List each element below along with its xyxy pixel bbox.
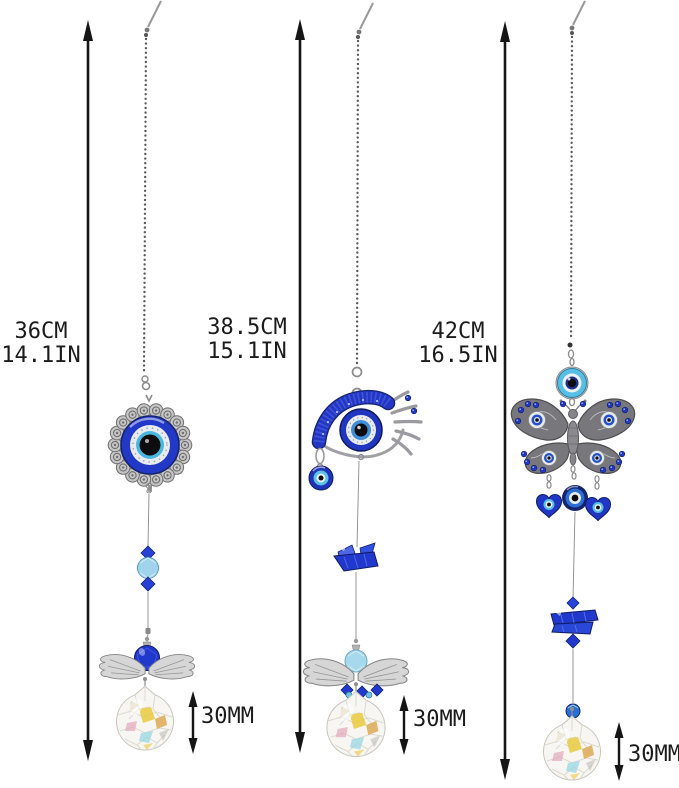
evil-eye-round-drop xyxy=(562,485,588,511)
round-evil-eye-pendant xyxy=(107,394,193,492)
suncatcher-middle xyxy=(302,2,423,758)
hanging-hook-icon xyxy=(144,0,162,37)
blue-crystal-cluster xyxy=(550,596,599,649)
crystal-bead-set-left xyxy=(137,545,159,592)
ball-size-arrow-right xyxy=(614,722,624,781)
ball-chain-left xyxy=(142,37,148,375)
ball-chain-right xyxy=(569,35,574,342)
rhinestone-brow xyxy=(311,389,396,450)
ball-chain-middle xyxy=(355,39,360,367)
eyelashes xyxy=(385,390,423,456)
length-cm: 38.5CM xyxy=(207,315,287,340)
ball-size-label-left: 30MM xyxy=(201,704,254,729)
length-arrow-right xyxy=(500,21,510,780)
ball-size-arrow-left xyxy=(188,691,198,754)
length-in: 14.1IN xyxy=(1,343,81,368)
butterfly-dangles xyxy=(536,465,611,521)
suncatcher-right xyxy=(510,0,636,781)
small-blue-bead xyxy=(565,703,581,719)
evil-eye-drop-bead xyxy=(308,465,334,491)
length-arrow-left xyxy=(83,20,93,761)
length-in: 15.1IN xyxy=(207,339,287,364)
evil-eye-heart-left xyxy=(536,493,562,518)
angel-charm-left xyxy=(98,636,196,680)
length-cm: 42CM xyxy=(431,319,485,344)
blue-butterfly-crystal-bead xyxy=(333,542,379,572)
hanging-hook-icon xyxy=(356,2,374,39)
hanging-hook-icon xyxy=(569,0,586,35)
butterfly-pendant xyxy=(510,398,636,474)
length-label-left: 36CM 14.1IN xyxy=(0,320,84,368)
crystal-ball-left xyxy=(115,676,175,751)
length-label-right: 42CM 16.5IN xyxy=(413,320,503,368)
length-arrow-middle xyxy=(295,19,305,753)
length-in: 16.5IN xyxy=(418,343,498,368)
wing-evil-eyes xyxy=(528,411,618,466)
ball-size-arrow-middle xyxy=(399,695,409,755)
length-cm: 36CM xyxy=(14,319,68,344)
ball-size-label-right: 30MM xyxy=(628,742,679,767)
evil-eye-top-bead xyxy=(555,366,589,400)
evil-eye-heart-right xyxy=(585,496,611,521)
crystal-ball-right xyxy=(542,706,602,781)
eye-with-lashes-pendant xyxy=(308,387,423,491)
suncatcher-left xyxy=(98,0,196,751)
length-label-middle: 38.5CM 15.1IN xyxy=(198,316,296,364)
ball-size-label-middle: 30MM xyxy=(413,707,466,732)
